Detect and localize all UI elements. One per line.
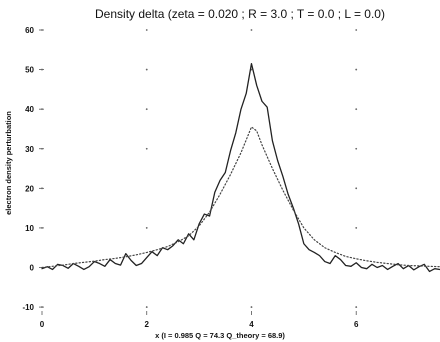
reference-dot (355, 187, 358, 190)
y-tick-label: 40 (25, 105, 34, 114)
x-tick-label: 2 (145, 320, 150, 329)
reference-dot (145, 68, 148, 71)
series-lines (41, 63, 440, 273)
axis-ticks: -10 0 10 20 30 40 50 60 0 2 4 6 (22, 26, 359, 329)
x-tick-label: 0 (40, 320, 45, 329)
x-axis-label: x (I = 0.985 Q = 74.3 Q_theory = 68.9) (155, 331, 285, 340)
theory-series-line (41, 126, 440, 269)
reference-dot (355, 306, 358, 308)
reference-dot (145, 147, 148, 150)
reference-dots (41, 29, 358, 308)
reference-dot (41, 187, 43, 190)
measured-series-line (41, 63, 440, 273)
x-tick-label: 4 (249, 320, 254, 329)
reference-dot (355, 147, 358, 150)
reference-dot (145, 29, 148, 31)
y-axis-label: electron density perturbation (4, 111, 13, 215)
reference-dot (355, 108, 358, 111)
reference-dot (145, 306, 148, 308)
y-tick-label: 60 (25, 26, 34, 35)
reference-dot (145, 108, 148, 111)
reference-dot (41, 306, 43, 308)
reference-dot (41, 29, 43, 31)
reference-dot (41, 68, 43, 71)
y-tick-label: 20 (25, 184, 34, 193)
y-tick-label: 0 (30, 264, 35, 273)
x-tick-label: 6 (354, 320, 359, 329)
y-tick-label: 50 (25, 66, 34, 75)
chart-title: Density delta (zeta = 0.020 ; R = 3.0 ; … (95, 7, 385, 21)
reference-dot (250, 306, 253, 308)
reference-dot (41, 147, 43, 150)
reference-dot (355, 29, 358, 31)
reference-dot (145, 227, 148, 229)
y-tick-label: -10 (22, 303, 34, 312)
reference-dot (250, 29, 253, 31)
reference-dot (355, 68, 358, 71)
reference-dot (355, 227, 358, 229)
y-tick-label: 10 (25, 224, 34, 233)
y-tick-label: 30 (25, 145, 34, 154)
reference-dot (41, 108, 43, 111)
reference-dot (41, 227, 43, 229)
